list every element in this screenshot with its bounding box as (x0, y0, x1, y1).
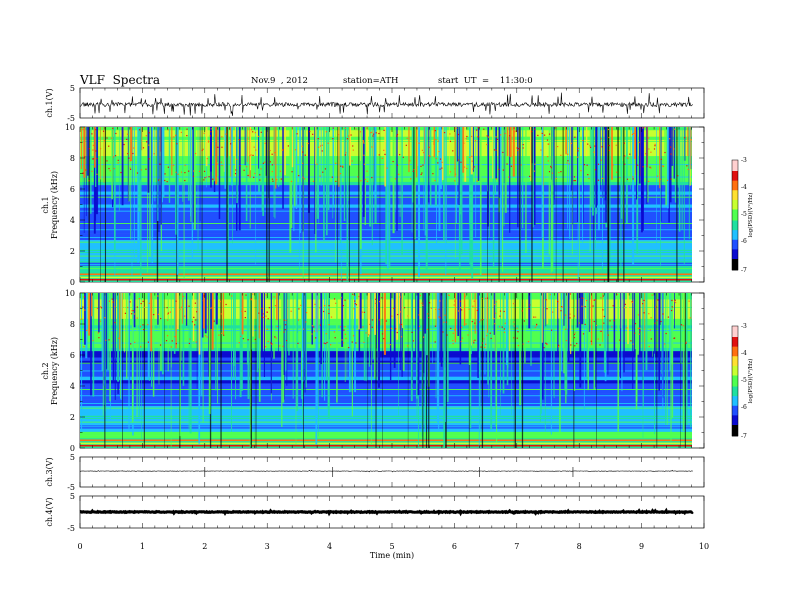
figure-title: VLF Spectra (80, 73, 161, 87)
cbar2-tick: -4 (741, 350, 747, 357)
start-time-label: start UT = 11:30:0 (438, 76, 533, 86)
ch1-ytick-bottom: -5 (67, 114, 75, 123)
ch1-ytick-2: 2 (70, 247, 75, 256)
ch4-waveform-line (79, 507, 694, 517)
xtick-label: 2 (202, 542, 207, 551)
ch2-ytick-0: 0 (70, 444, 75, 453)
ch1-spectrogram (80, 127, 692, 282)
ch4-ytick-bottom: -5 (67, 524, 75, 533)
ch2-ytick-6: 6 (70, 351, 75, 360)
xtick-label: 8 (577, 542, 582, 551)
ch1-ytick-4: 4 (70, 216, 75, 225)
ch3-waveform-spikes (204, 467, 574, 477)
xtick-label: 10 (699, 542, 709, 551)
ch1-ytick-10: 10 (65, 123, 75, 132)
cbar2-tick: -3 (741, 323, 747, 330)
ch1-ytick-6: 6 (70, 185, 75, 194)
axis-ticks (79, 88, 705, 528)
ch2-channel-label: ch.2 (41, 362, 50, 379)
ch2-ytick-2: 2 (70, 413, 75, 422)
ch2-colorbar (731, 325, 739, 437)
cbar2-tick: -5 (741, 377, 747, 384)
cbar1-tick: -4 (741, 184, 747, 191)
cbar1-label: log(PSD)(V²/Hz) (747, 193, 754, 238)
xtick-label: 4 (327, 542, 332, 551)
ch4-waveform-ylabel: ch.4(V) (45, 497, 54, 526)
cbar1-tick: -3 (741, 157, 747, 164)
ch2-frequency-ylabel: Frequency (kHz) (50, 337, 59, 405)
cbar1-tick: -6 (741, 238, 747, 245)
ch1-ytick-8: 8 (70, 154, 75, 163)
ch3-waveform-line (79, 469, 693, 473)
cbar2-tick: -6 (741, 404, 747, 411)
cbar1-tick: -5 (741, 211, 747, 218)
ch1-ytick-0: 0 (70, 278, 75, 287)
cbar2-tick: -7 (741, 433, 747, 440)
ch1-channel-label: ch.1 (41, 196, 50, 213)
ch3-waveform-ylabel: ch.3(V) (45, 457, 54, 486)
ch2-spectrogram (80, 293, 692, 448)
ch2-ytick-4: 4 (70, 382, 75, 391)
ch1-waveform-line (79, 92, 693, 116)
xtick-label: 9 (639, 542, 644, 551)
xtick-label: 7 (514, 542, 519, 551)
ch2-ytick-10: 10 (65, 289, 75, 298)
ch2-ytick-8: 8 (70, 320, 75, 329)
xtick-label: 3 (265, 542, 270, 551)
x-tick-labels: 0 1 2 3 4 5 6 7 8 9 10 (77, 542, 709, 551)
xtick-label: 1 (140, 542, 145, 551)
xtick-label: 5 (389, 542, 394, 551)
ch1-colorbar (731, 159, 739, 271)
date-label: Nov.9 , 2012 (251, 76, 308, 86)
ch1-waveform-ylabel: ch.1(V) (45, 88, 54, 117)
cbar2-label: log(PSD)(V²/Hz) (747, 359, 754, 404)
ch3-ytick-bottom: -5 (67, 483, 75, 492)
ch3-ytick-top: 5 (70, 453, 75, 462)
ch1-frequency-ylabel: Frequency (kHz) (50, 171, 59, 239)
station-label: station=ATH (343, 76, 399, 86)
ch4-ytick-top: 5 (70, 492, 75, 501)
cbar1-tick: -7 (741, 267, 747, 274)
x-axis-label: Time (min) (370, 551, 414, 560)
ch1-ytick-top: 5 (70, 84, 75, 93)
xtick-label: 6 (452, 542, 457, 551)
xtick-label: 0 (77, 542, 82, 551)
